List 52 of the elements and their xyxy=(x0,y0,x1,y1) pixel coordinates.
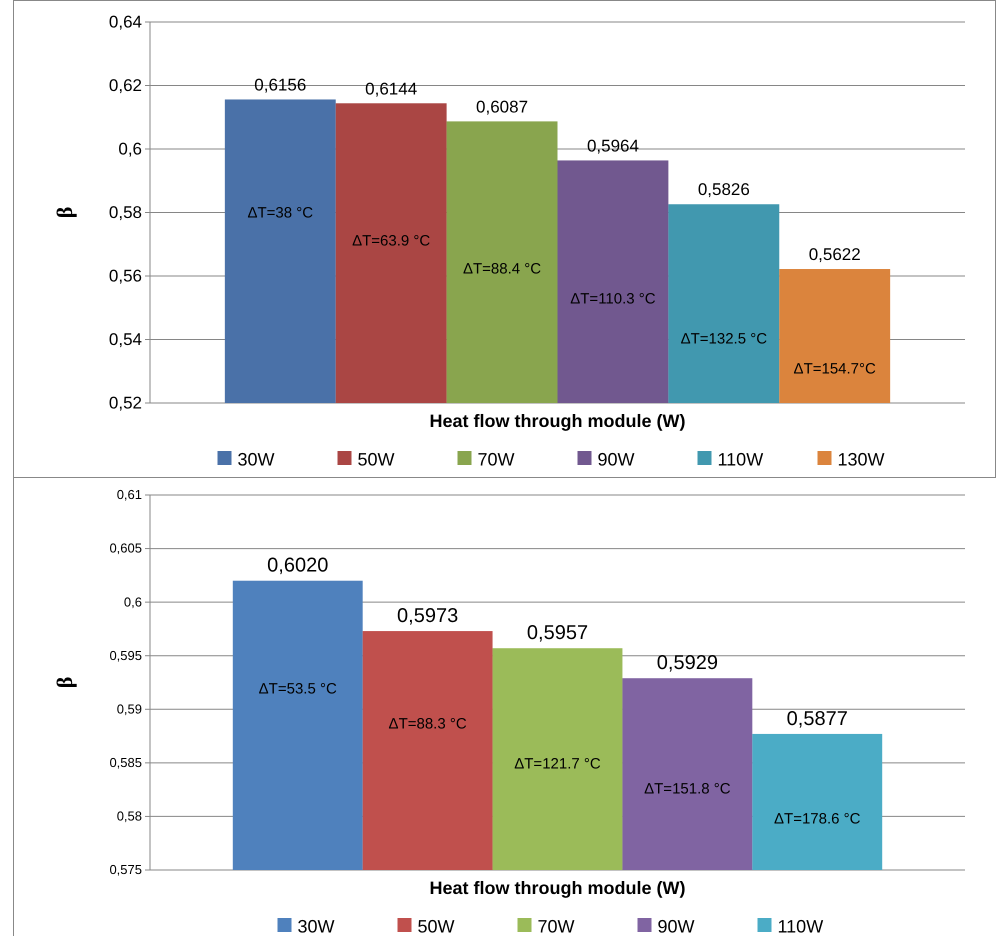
y-tick-label: 0,52 xyxy=(108,393,142,412)
annotation: ΔT=53.5 °C xyxy=(258,680,337,698)
data-label: 0,5826 xyxy=(698,180,750,200)
data-label: 0,6087 xyxy=(476,97,528,116)
annotation: ΔT=110.3 °C xyxy=(570,290,656,308)
legend-label: 50W xyxy=(418,916,455,936)
y-tick-label: 0,58 xyxy=(116,808,142,824)
annotation: ΔT=132.5 °C xyxy=(680,330,768,348)
legend-label: 30W xyxy=(298,916,335,936)
y-tick-label: 0,64 xyxy=(108,12,142,32)
annotation: ΔT=154.7°C xyxy=(794,360,876,378)
y-tick-label: 0,56 xyxy=(108,266,142,286)
legend-label: 110W xyxy=(718,449,764,470)
y-axis-title: β xyxy=(52,676,77,688)
data-label: 0,6144 xyxy=(365,79,418,98)
legend-label: 50W xyxy=(358,449,395,470)
data-label: 0,5973 xyxy=(397,605,458,628)
annotation: ΔT=88.4 °C xyxy=(462,260,542,278)
annotation: ΔT=178.6 °C xyxy=(774,810,861,828)
legend-label: 110W xyxy=(778,916,824,936)
y-tick-label: 0,595 xyxy=(109,648,142,663)
y-tick-label: 0,6 xyxy=(124,594,142,610)
y-axis-title: β xyxy=(52,206,77,218)
legend-label: 70W xyxy=(538,916,575,936)
annotation: ΔT=88.3 °C xyxy=(388,715,467,732)
annotation: ΔT=63.9 °C xyxy=(352,232,430,250)
x-axis-title: Heat flow through module (W) xyxy=(430,878,686,898)
data-label: 0,6156 xyxy=(254,75,306,94)
annotation: ΔT=38 °C xyxy=(247,204,314,222)
data-label: 0,6020 xyxy=(267,554,328,577)
legend-label: 70W xyxy=(478,449,515,470)
y-tick-label: 0,59 xyxy=(116,701,142,716)
y-tick-label: 0,6 xyxy=(118,139,142,158)
legend-label: 130W xyxy=(838,449,885,470)
annotation: ΔT=151.8 °C xyxy=(644,780,731,798)
data-label: 0,5964 xyxy=(586,136,639,156)
y-tick-label: 0,605 xyxy=(109,540,142,556)
data-label: 0,5622 xyxy=(808,245,861,264)
legend-label: 30W xyxy=(238,449,275,470)
y-tick-label: 0,54 xyxy=(108,330,142,349)
legend-label: 90W xyxy=(658,916,695,936)
y-tick-label: 0,575 xyxy=(109,862,142,878)
annotation: ΔT=121.7 °C xyxy=(514,755,601,772)
y-tick-label: 0,585 xyxy=(109,755,142,770)
data-label: 0,5957 xyxy=(526,622,588,644)
data-label: 0,5877 xyxy=(786,708,848,730)
y-tick-label: 0,61 xyxy=(116,487,142,502)
data-label: 0,5929 xyxy=(656,652,718,674)
y-tick-label: 0,58 xyxy=(108,202,142,222)
legend-label: 90W xyxy=(598,449,635,470)
x-axis-title: Heat flow through module (W) xyxy=(430,411,686,431)
y-tick-label: 0,62 xyxy=(108,76,142,95)
